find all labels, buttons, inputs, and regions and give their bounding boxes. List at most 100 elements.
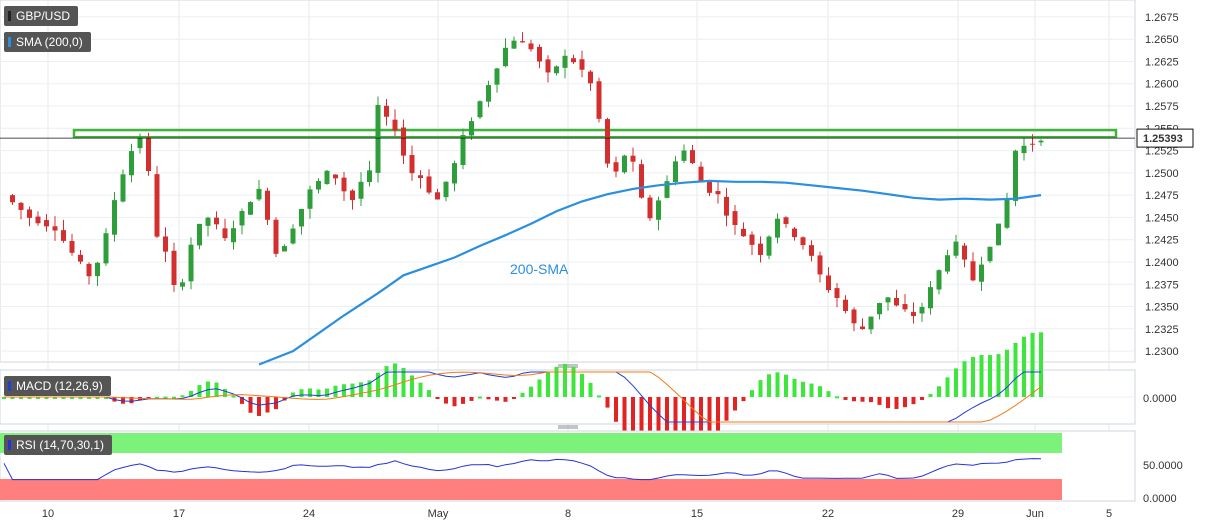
macd-histogram-bar — [920, 397, 924, 400]
macd-histogram-bar — [180, 395, 185, 398]
macd-histogram-bar — [631, 397, 635, 446]
macd-histogram-bar — [350, 383, 355, 397]
candle-body — [35, 216, 41, 224]
macd-histogram-bar — [163, 396, 168, 399]
candle-body — [741, 228, 746, 237]
macd-histogram-bar — [265, 397, 270, 413]
candle-body — [316, 181, 321, 190]
candle-body — [18, 202, 24, 210]
macd-histogram-bar — [155, 396, 159, 399]
candle-body — [409, 155, 415, 174]
sma-200-label: 200-SMA — [510, 261, 569, 277]
resistance-zone-box — [72, 128, 1118, 139]
macd-histogram-bar — [129, 397, 134, 404]
symbol-label: GBP/USD — [16, 9, 71, 23]
candle-body — [528, 43, 534, 50]
rsi-indicator-label: RSI (14,70,30,1) — [16, 438, 105, 452]
candle-body — [163, 236, 168, 252]
candle-body — [656, 200, 661, 220]
candle-body — [95, 262, 100, 277]
candle-body — [239, 210, 245, 226]
candle-body — [596, 81, 602, 119]
macd-histogram-bar — [962, 361, 967, 397]
macd-histogram-bar — [767, 374, 771, 397]
rsi-line — [3, 458, 1042, 481]
symbol-tag[interactable]: GBP/USD — [4, 6, 79, 26]
sma-200-line — [258, 179, 1042, 366]
panel-splitter-2[interactable] — [558, 425, 578, 429]
candle-body — [970, 261, 976, 281]
candle-body — [1030, 143, 1035, 145]
candle-body — [256, 188, 262, 200]
macd-histogram-bar — [299, 389, 304, 397]
candle-body — [1013, 150, 1018, 201]
candle-body — [911, 312, 916, 317]
candle-body — [494, 68, 500, 85]
macd-histogram-bar — [359, 382, 363, 397]
macd-histogram-bar — [367, 380, 372, 397]
macd-histogram-bar — [699, 397, 703, 462]
macd-histogram-bar — [469, 397, 474, 401]
price-tick-label: 1.2625 — [1145, 56, 1179, 68]
macd-histogram-bar — [580, 373, 584, 397]
macd-histogram-bar — [801, 381, 805, 397]
candle-body — [953, 241, 959, 256]
macd-histogram-bar — [971, 356, 975, 397]
date-tick-label: 5 — [1106, 508, 1112, 520]
macd-histogram-bar — [1039, 332, 1043, 397]
macd-histogram-bar — [588, 382, 593, 397]
rsi-tag[interactable]: RSI (14,70,30,1) — [4, 435, 113, 455]
macd-histogram-bar — [1030, 332, 1035, 397]
date-tick-label: 15 — [691, 508, 703, 520]
macd-histogram-bar — [639, 397, 644, 458]
candle-body — [588, 71, 593, 84]
price-tick-label: 1.2525 — [1145, 146, 1179, 158]
candle-body — [137, 138, 143, 149]
candle-body — [511, 40, 517, 49]
candle-body — [809, 245, 814, 256]
macd-histogram-bar — [733, 397, 737, 411]
macd-histogram-bar — [146, 397, 151, 399]
macd-histogram-bar — [393, 363, 397, 397]
macd-histogram-bar — [563, 364, 567, 397]
candle-body — [664, 181, 670, 198]
macd-histogram-bar — [835, 396, 839, 399]
candle-body — [834, 288, 840, 298]
macd-histogram-bar — [520, 392, 525, 397]
candle-body — [800, 237, 806, 246]
macd-histogram-bar — [478, 396, 482, 399]
candle-body — [1021, 145, 1027, 154]
rsi-50-label: 50.0000 — [1143, 460, 1183, 472]
candle-body — [681, 150, 687, 161]
candle-body — [690, 150, 695, 164]
candle-body — [443, 181, 449, 198]
rsi-swatch — [8, 440, 11, 450]
macd-histogram-bar — [27, 397, 32, 399]
macd-histogram-bar — [291, 392, 295, 397]
macd-histogram-bar — [928, 393, 933, 397]
candle-body — [265, 190, 270, 220]
macd-histogram-bar — [240, 397, 244, 404]
macd-histogram-bar — [333, 385, 338, 397]
candle-body — [426, 176, 432, 193]
candle-body — [401, 127, 406, 156]
macd-histogram-bar — [308, 388, 312, 397]
macd-histogram-bar — [843, 397, 848, 400]
candle-body — [282, 246, 287, 252]
candle-body — [724, 196, 729, 216]
candle-body — [78, 254, 83, 262]
macd-tag[interactable]: MACD (12,26,9) — [4, 376, 111, 396]
candle-body — [214, 217, 219, 225]
price-tick-label: 1.2325 — [1145, 324, 1179, 336]
resistance-zone — [72, 128, 1118, 139]
sma-swatch — [8, 37, 11, 47]
sma-tag[interactable]: SMA (200,0) — [4, 32, 91, 52]
candle-body — [894, 298, 899, 306]
date-tick-label: 29 — [952, 508, 964, 520]
candle-body — [341, 177, 347, 192]
macd-histogram-bar — [605, 397, 610, 408]
price-tick-label: 1.2600 — [1145, 79, 1179, 91]
candle-body — [766, 236, 772, 256]
macd-histogram-bar — [435, 397, 440, 399]
candle-body — [375, 104, 381, 173]
